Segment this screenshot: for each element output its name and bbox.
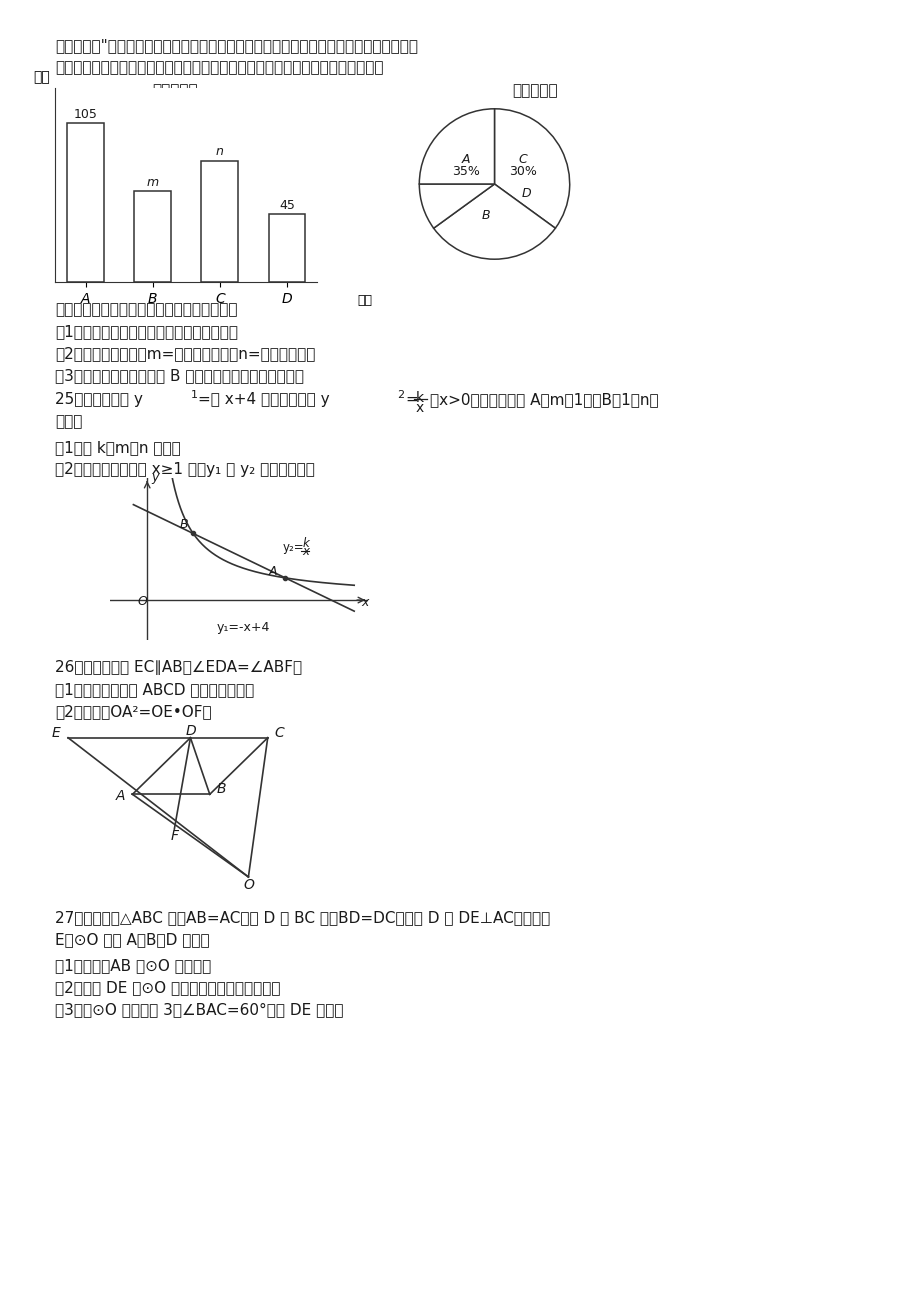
- Text: 2: 2: [397, 391, 403, 400]
- Text: O: O: [243, 878, 254, 892]
- Text: 30%: 30%: [508, 165, 537, 178]
- Text: （1）本次调查中，一共调查了多少名同学？: （1）本次调查中，一共调查了多少名同学？: [55, 324, 238, 339]
- Text: F: F: [170, 828, 178, 842]
- Bar: [201, 160, 238, 283]
- Text: 扇形统计图: 扇形统计图: [512, 83, 557, 98]
- Text: （2）利用图象写出当 x≥1 时，y₁ 和 y₂ 的大小关系．: （2）利用图象写出当 x≥1 时，y₁ 和 y₂ 的大小关系．: [55, 462, 314, 477]
- Text: （1）求证：AB 是⊙O 的直径；: （1）求证：AB 是⊙O 的直径；: [55, 958, 211, 973]
- Text: A: A: [116, 789, 126, 803]
- Text: k: k: [415, 391, 424, 405]
- Wedge shape: [419, 109, 494, 184]
- Text: C: C: [274, 725, 284, 740]
- Bar: [268, 214, 305, 283]
- Text: m: m: [146, 176, 159, 189]
- Text: 26．如图，已知 EC∥AB，∠EDA=∠ABF．: 26．如图，已知 EC∥AB，∠EDA=∠ABF．: [55, 660, 301, 674]
- Text: 条形统计图: 条形统计图: [152, 83, 198, 98]
- Text: 请你根据统计图提供的信息，解答下列问题：: 请你根据统计图提供的信息，解答下列问题：: [55, 302, 237, 316]
- Bar: [67, 122, 104, 283]
- Text: k: k: [302, 538, 309, 551]
- Text: C: C: [518, 154, 527, 167]
- Text: B: B: [216, 783, 226, 796]
- Bar: [134, 191, 171, 283]
- Text: x: x: [302, 544, 310, 557]
- Text: （3）扇形统计图中，热词 B 所在扇形的圆心角是多少度？: （3）扇形统计图中，热词 B 所在扇形的圆心角是多少度？: [55, 368, 303, 383]
- Text: 25．如图，函数 y: 25．如图，函数 y: [55, 392, 142, 408]
- Text: 热词: 热词: [357, 294, 372, 307]
- Y-axis label: 人数: 人数: [34, 70, 51, 85]
- Text: y: y: [151, 471, 158, 484]
- Text: （2）求证：OA²=OE•OF．: （2）求证：OA²=OE•OF．: [55, 704, 211, 719]
- Text: x: x: [415, 401, 424, 415]
- Wedge shape: [494, 109, 569, 228]
- Text: 35%: 35%: [451, 165, 480, 178]
- Text: A: A: [269, 565, 278, 578]
- Text: B: B: [481, 210, 489, 223]
- Text: 一个我最关注的热词．根据调查结果，该小组绘制了如下的两幅不完整的统计图．: 一个我最关注的热词．根据调查结果，该小组绘制了如下的两幅不完整的统计图．: [55, 60, 383, 76]
- Text: =－ x+4 的图象与函数 y: =－ x+4 的图象与函数 y: [198, 392, 329, 408]
- Text: E: E: [52, 725, 61, 740]
- Text: 众旅游时代"四个热词在全校学生中进行了抽样调查，要求被调查的每位同学只能从中选择: 众旅游时代"四个热词在全校学生中进行了抽样调查，要求被调查的每位同学只能从中选择: [55, 38, 417, 53]
- Text: n: n: [216, 146, 223, 159]
- Text: 27．如图，在△ABC 中，AB=AC，点 D 在 BC 上，BD=DC，过点 D 作 DE⊥AC，垂足为: 27．如图，在△ABC 中，AB=AC，点 D 在 BC 上，BD=DC，过点 …: [55, 910, 550, 924]
- Text: E，⊙O 经过 A，B，D 三点．: E，⊙O 经过 A，B，D 三点．: [55, 932, 210, 947]
- Wedge shape: [433, 184, 555, 259]
- Text: （2）条形统计图中，m=＿＿＿＿＿＿，n=＿＿＿＿＿；: （2）条形统计图中，m=＿＿＿＿＿＿，n=＿＿＿＿＿；: [55, 346, 315, 361]
- Text: （2）判断 DE 与⊙O 的位置关系，并加以证明；: （2）判断 DE 与⊙O 的位置关系，并加以证明；: [55, 980, 280, 995]
- Text: O: O: [137, 595, 147, 608]
- Text: 1: 1: [191, 391, 198, 400]
- Text: y₂=: y₂=: [283, 542, 304, 555]
- Text: D: D: [185, 724, 196, 738]
- Text: 两点．: 两点．: [55, 414, 83, 428]
- Text: （3）若⊙O 的半径为 3，∠BAC=60°，求 DE 的长．: （3）若⊙O 的半径为 3，∠BAC=60°，求 DE 的长．: [55, 1003, 343, 1017]
- Wedge shape: [419, 184, 494, 228]
- Text: A: A: [461, 154, 470, 167]
- Text: （1）求证：四边形 ABCD 是平行四边形；: （1）求证：四边形 ABCD 是平行四边形；: [55, 682, 254, 697]
- Text: （1）求 k，m，n 的值；: （1）求 k，m，n 的值；: [55, 440, 180, 454]
- Text: 45: 45: [278, 198, 295, 211]
- Text: x: x: [361, 595, 369, 608]
- Text: =: =: [404, 392, 417, 408]
- Text: （x>0）的图象交于 A（m，1），B（1，n）: （x>0）的图象交于 A（m，1），B（1，n）: [429, 392, 658, 408]
- Text: D: D: [521, 186, 530, 199]
- Text: y₁=-x+4: y₁=-x+4: [216, 621, 269, 634]
- Text: B: B: [179, 518, 187, 531]
- Text: 105: 105: [74, 108, 97, 121]
